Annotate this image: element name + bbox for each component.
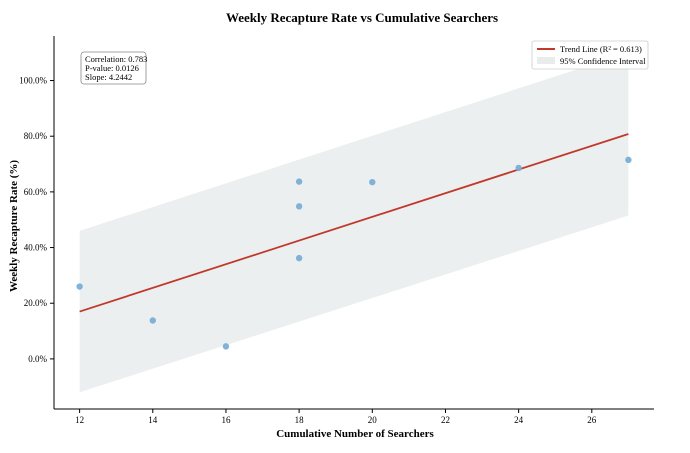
- data-point: [295, 178, 303, 185]
- legend-confidence-interval-swatch: [537, 57, 555, 64]
- data-points-layer: [76, 156, 632, 350]
- data-point: [222, 343, 230, 350]
- chart-title: Weekly Recapture Rate vs Cumulative Sear…: [226, 10, 498, 25]
- legend: Trend Line (R² = 0.613) 95% Confidence I…: [531, 40, 649, 70]
- data-point: [149, 317, 156, 324]
- y-tick-label: 40.0%: [24, 243, 48, 253]
- trend-line-layer: [79, 133, 629, 313]
- stats-correlation: Correlation: 0.783: [85, 54, 147, 64]
- x-tick-label: 14: [148, 415, 158, 425]
- y-axis-title: Weekly Recapture Rate (%): [8, 160, 20, 292]
- y-tick-label: 20.0%: [24, 298, 48, 308]
- x-tick-label: 16: [221, 415, 231, 425]
- legend-confidence-interval-label: 95% Confidence Interval: [560, 56, 646, 66]
- x-tick-label: 18: [295, 415, 305, 425]
- trend-line: [79, 133, 629, 313]
- x-tick-label: 22: [441, 415, 450, 425]
- statistics-box: Correlation: 0.783 P-value: 0.0126 Slope…: [80, 51, 147, 85]
- y-tick-label: 100.0%: [19, 76, 47, 86]
- data-point: [76, 283, 83, 290]
- axes: [50, 36, 654, 413]
- legend-trend-line-label: Trend Line (R² = 0.613): [560, 44, 642, 54]
- data-point: [369, 178, 376, 186]
- y-tick-label: 0.0%: [28, 354, 47, 364]
- data-point: [295, 203, 303, 210]
- x-tick-label: 24: [514, 415, 524, 425]
- y-tick-label: 60.0%: [24, 187, 48, 197]
- data-point: [295, 254, 303, 262]
- x-axis-title: Cumulative Number of Searchers: [276, 428, 434, 440]
- data-point: [515, 164, 522, 172]
- tick-labels: 12 14 16 18 20 22 24 26 0.0% 20.0% 40.0% 60.0% 80.0%…: [19, 76, 597, 425]
- y-tick-label: 80.0%: [24, 131, 48, 141]
- x-tick-label: 20: [368, 415, 378, 425]
- x-tick-label: 12: [75, 415, 84, 425]
- data-point: [625, 156, 632, 164]
- stats-p-value: P-value: 0.0126: [85, 63, 139, 73]
- x-tick-label: 26: [587, 415, 597, 425]
- stats-slope: Slope: 4.2442: [85, 72, 132, 82]
- statistics-box-frame: [80, 51, 147, 85]
- legend-frame: [531, 40, 649, 70]
